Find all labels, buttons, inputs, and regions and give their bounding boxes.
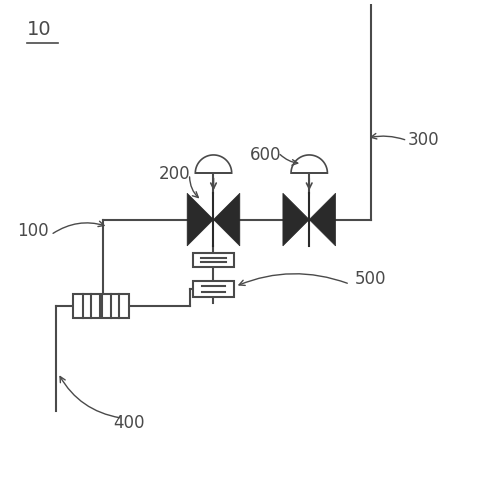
Polygon shape [283, 193, 309, 246]
Bar [73, 294, 100, 318]
Text: 500: 500 [355, 270, 386, 288]
Bar [193, 253, 234, 267]
Bar [193, 281, 234, 297]
Polygon shape [187, 193, 213, 246]
Polygon shape [195, 155, 232, 173]
Polygon shape [213, 193, 240, 246]
Polygon shape [309, 193, 335, 246]
Bar [102, 294, 129, 318]
Text: 100: 100 [17, 223, 49, 240]
Text: 200: 200 [159, 165, 190, 183]
Text: 400: 400 [113, 414, 144, 432]
Text: 300: 300 [408, 131, 440, 150]
Text: 10: 10 [27, 20, 51, 39]
Text: 600: 600 [249, 146, 281, 164]
Polygon shape [291, 155, 328, 173]
